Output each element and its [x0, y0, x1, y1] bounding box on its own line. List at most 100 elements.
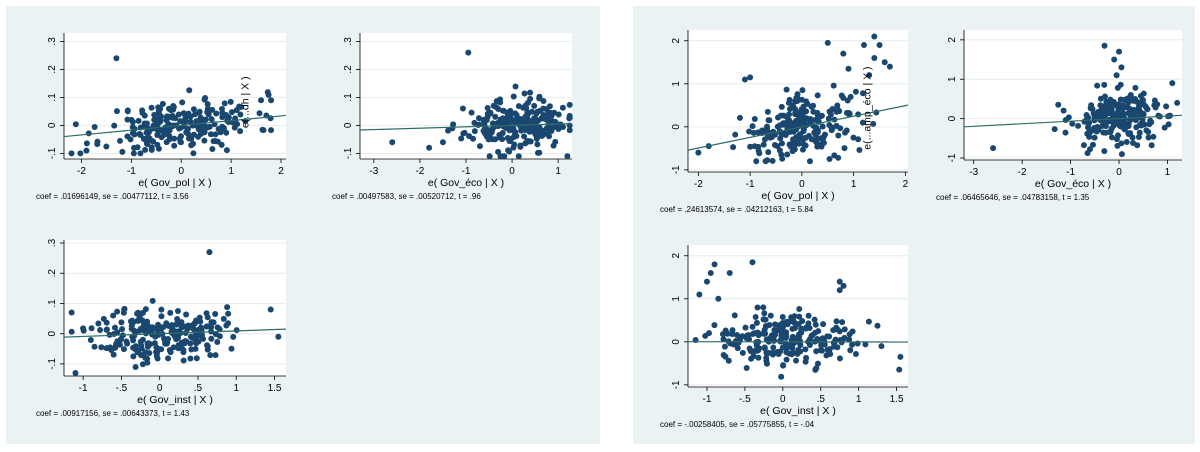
- scatter-point: [124, 108, 131, 115]
- scatter-point: [174, 316, 181, 323]
- scatter-point: [1087, 129, 1094, 136]
- scatter-point: [484, 110, 491, 117]
- scatter-point: [1113, 72, 1120, 79]
- scatter-point: [111, 324, 118, 331]
- scatter-point: [187, 333, 194, 340]
- scatter-point: [165, 322, 172, 329]
- coef-stats: coef = .06465646, se = .04783158, t = 1.…: [936, 193, 1090, 202]
- scatter-point: [836, 287, 843, 294]
- scatter-point: [131, 131, 138, 138]
- scatter-point: [1145, 134, 1152, 141]
- scatter-point: [751, 115, 758, 122]
- fit-line: [359, 122, 573, 131]
- scatter-point: [812, 321, 819, 328]
- scatter-point: [741, 76, 748, 83]
- scatter-point: [512, 83, 519, 90]
- scatter-point: [511, 141, 518, 148]
- scatter-point: [1145, 128, 1152, 135]
- x-axis-title: e( Gov_éco | X ): [428, 177, 504, 189]
- scatter-point: [792, 335, 799, 342]
- scatter-point: [95, 320, 102, 327]
- scatter-point: [537, 107, 544, 114]
- scatter-point: [791, 146, 798, 153]
- scatter-point: [178, 324, 185, 331]
- scatter-point: [171, 135, 178, 142]
- scatter-point: [142, 349, 149, 356]
- scatter-point: [204, 105, 211, 112]
- scatter-point: [812, 117, 819, 124]
- scatter-point: [881, 59, 888, 66]
- scatter-point: [696, 291, 703, 298]
- scatter-point: [1080, 142, 1087, 149]
- scatter-point: [798, 106, 805, 113]
- scatter-point: [137, 150, 144, 157]
- plot-area: [64, 240, 286, 376]
- scatter-point: [795, 117, 802, 124]
- x-tick-label: 0: [178, 166, 184, 177]
- scatter-point: [1051, 126, 1058, 133]
- scatter-point: [852, 88, 859, 95]
- scatter-point: [98, 344, 105, 351]
- scatter-point: [767, 312, 774, 319]
- scatter-point: [83, 147, 90, 154]
- scatter-point: [566, 127, 573, 134]
- x-tick-label: .5: [194, 383, 203, 394]
- scatter-point: [1144, 106, 1151, 113]
- scatter-point: [836, 355, 843, 362]
- scatter-point: [158, 306, 165, 313]
- scatter-point: [734, 345, 741, 352]
- scatter-point: [770, 344, 777, 351]
- scatter-point: [746, 336, 753, 343]
- scatter-point: [793, 357, 800, 364]
- scatter-point: [186, 87, 193, 94]
- scatter-point: [513, 112, 520, 119]
- scatter-point: [736, 114, 743, 121]
- scatter-point: [834, 106, 841, 113]
- scatter-point: [144, 322, 151, 329]
- scatter-point: [803, 115, 810, 122]
- scatter-point: [476, 143, 483, 150]
- scatter-point: [145, 340, 152, 347]
- scatter-point: [184, 125, 191, 132]
- scatter-point: [175, 334, 182, 341]
- scatter-point: [823, 352, 830, 359]
- scatter-point: [515, 153, 522, 160]
- scatter-point: [72, 369, 79, 376]
- scatter-point: [543, 106, 550, 113]
- x-tick-label: 0: [509, 166, 515, 177]
- scatter-point: [134, 144, 141, 151]
- scatter-point: [501, 153, 508, 160]
- y-tick-label: .3: [47, 238, 58, 247]
- scatter-point: [480, 127, 487, 134]
- scatter-point: [256, 110, 263, 117]
- scatter-point: [761, 136, 768, 143]
- x-axis-title: e( Gov_inst | X ): [137, 394, 213, 406]
- scatter-point: [812, 124, 819, 131]
- scatter-point: [826, 156, 833, 163]
- x-tick-label: 1.5: [268, 383, 282, 394]
- scatter-point: [754, 329, 761, 336]
- scatter-point: [796, 313, 803, 320]
- scatter-point: [540, 98, 547, 105]
- scatter-point: [774, 123, 781, 130]
- scatter-point: [1174, 99, 1181, 106]
- scatter-point: [1115, 132, 1122, 139]
- scatter-point: [789, 136, 796, 143]
- y-tick-label: 2: [671, 253, 682, 259]
- scatter-point: [154, 118, 161, 125]
- scatter-point: [177, 118, 184, 125]
- scatter-point: [183, 311, 190, 318]
- scatter-point: [185, 130, 192, 137]
- scatter-point: [139, 107, 146, 114]
- scatter-point: [129, 118, 136, 125]
- scatter-point: [536, 95, 543, 102]
- scatter-point: [171, 142, 178, 149]
- scatter-point: [183, 338, 190, 345]
- scatter-point: [197, 114, 204, 121]
- scatter-point: [268, 127, 275, 134]
- scatter-point: [209, 145, 216, 152]
- scatter-point: [517, 142, 524, 149]
- scatter-point: [1101, 42, 1108, 49]
- scatter-point: [149, 324, 156, 331]
